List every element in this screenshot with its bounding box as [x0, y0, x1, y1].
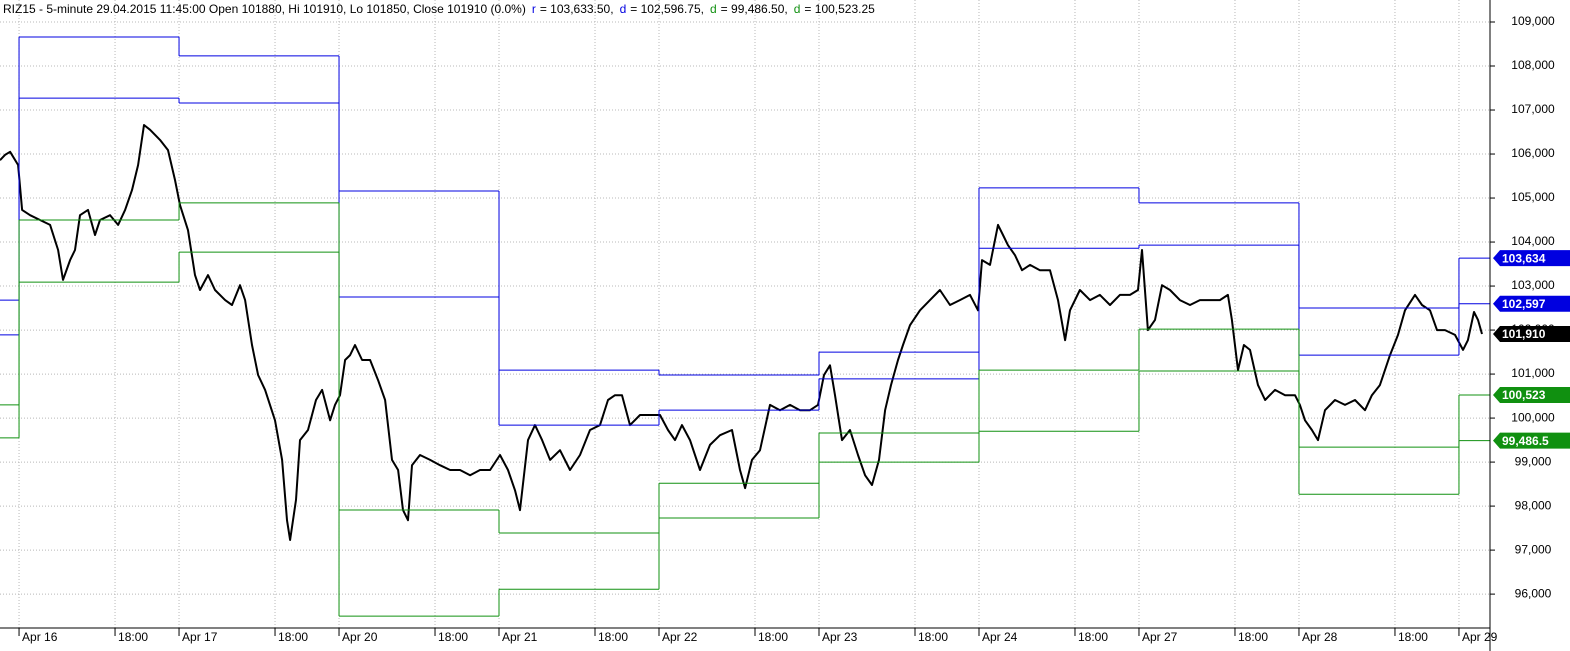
y-tick-label: 100,000 [1511, 410, 1555, 424]
x-tick-label: Apr 29 [1462, 630, 1498, 644]
grid [0, 0, 1490, 628]
x-tick-label: Apr 21 [502, 630, 538, 644]
x-tick-label: 18:00 [118, 630, 148, 644]
x-axis-panel [0, 628, 1570, 651]
price-tag-label: 99,486.5 [1502, 434, 1549, 448]
legend-value: = 100,523.25 [804, 2, 875, 16]
x-tick-label: 18:00 [1398, 630, 1428, 644]
legend-value: = 102,596.75, [630, 2, 704, 16]
price-tag-label: 102,597 [1502, 297, 1546, 311]
legend-value: = 103,633.50, [540, 2, 614, 16]
x-tick-label: Apr 28 [1302, 630, 1338, 644]
header: RIZ15 - 5-minute 29.04.2015 11:45:00 Ope… [3, 2, 875, 16]
legend-name: d [710, 2, 717, 16]
x-tick-label: 18:00 [918, 630, 948, 644]
y-tick-label: 97,000 [1515, 542, 1552, 556]
x-tick-label: Apr 22 [662, 630, 698, 644]
legend-name: d [620, 2, 627, 16]
y-axis-panel [1490, 0, 1570, 651]
x-tick-label: 18:00 [598, 630, 628, 644]
price-tag [1493, 295, 1570, 312]
x-tick-label: 18:00 [758, 630, 788, 644]
legend-name: d [794, 2, 801, 16]
x-tick-label: 18:00 [438, 630, 468, 644]
x-tick-label: 18:00 [1238, 630, 1268, 644]
legend-value: = 99,486.50, [721, 2, 788, 16]
x-tick-label: 18:00 [278, 630, 308, 644]
chart-title: RIZ15 - 5-minute 29.04.2015 11:45:00 Ope… [3, 2, 526, 16]
y-tick-label: 105,000 [1511, 190, 1555, 204]
price-line [0, 124, 1483, 541]
x-tick-label: Apr 20 [342, 630, 378, 644]
y-tick-label: 107,000 [1511, 102, 1555, 116]
price-tag [1493, 326, 1570, 343]
x-tick-label: Apr 27 [1142, 630, 1178, 644]
y-tick-label: 103,000 [1511, 278, 1555, 292]
price-tag [1493, 387, 1570, 404]
y-tick-label: 104,000 [1511, 234, 1555, 248]
x-tick-label: Apr 16 [22, 630, 58, 644]
price-tag [1493, 432, 1570, 449]
price-tag-label: 103,634 [1502, 251, 1546, 265]
y-tick-label: 98,000 [1515, 498, 1552, 512]
price-tag-label: 100,523 [1502, 388, 1546, 402]
y-tick-label: 108,000 [1511, 58, 1555, 72]
x-tick-label: Apr 17 [182, 630, 218, 644]
price-tag-label: 101,910 [1502, 327, 1546, 341]
axes: 96,000 97,000 98,000 99,000 100,000 101,000 10… [18, 14, 1570, 644]
y-tick-label: 101,000 [1511, 366, 1555, 380]
x-tick-label: 18:00 [1078, 630, 1108, 644]
x-tick-label: Apr 23 [822, 630, 858, 644]
plot [0, 36, 1490, 617]
price-tag [1493, 250, 1570, 267]
y-tick-label: 99,000 [1515, 454, 1552, 468]
y-tick-label: 96,000 [1515, 586, 1552, 600]
x-tick-label: Apr 24 [982, 630, 1018, 644]
legend-name: r [532, 2, 536, 16]
y-tick-label: 106,000 [1511, 146, 1555, 160]
y-tick-label: 109,000 [1511, 14, 1555, 28]
